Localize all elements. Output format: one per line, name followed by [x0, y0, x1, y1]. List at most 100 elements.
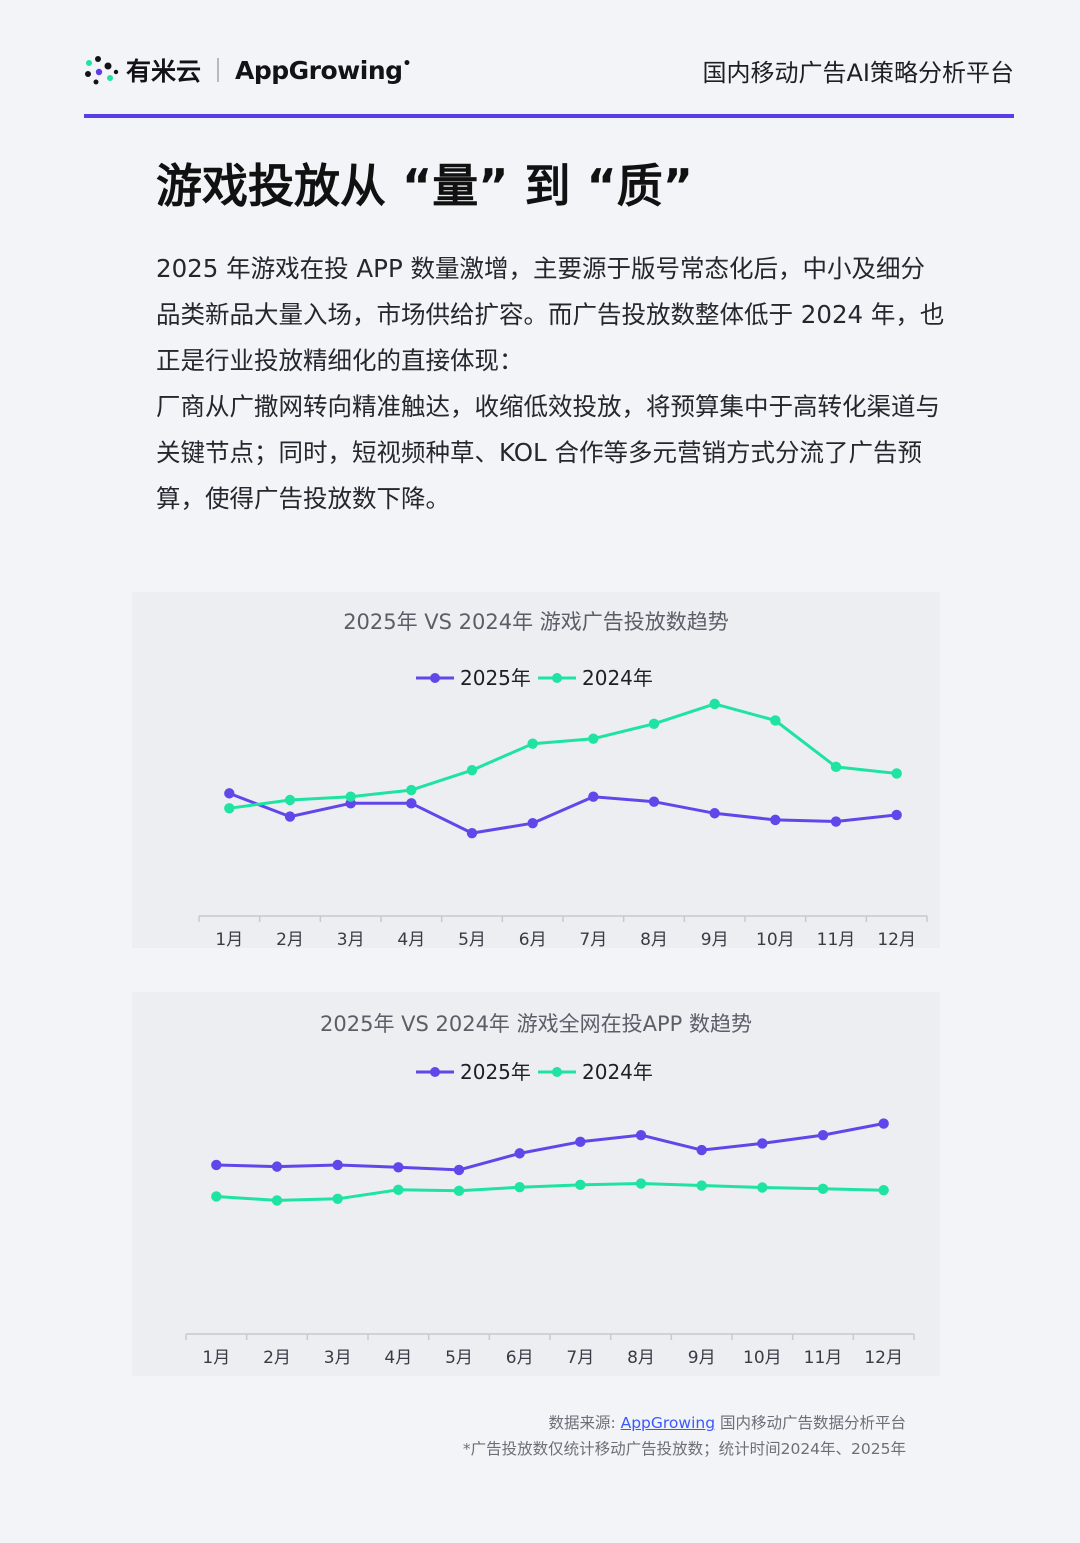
- chart2-series-line-2: [216, 1182, 884, 1202]
- chart1-x-tick-label: 4月: [397, 930, 425, 948]
- chart2-series-2-point[interactable]: [514, 1181, 525, 1193]
- chart2-series-2-point[interactable]: [332, 1193, 343, 1204]
- chart1-legend-marker-1: [430, 673, 440, 683]
- chart1-series-2-point[interactable]: [284, 794, 296, 806]
- chart1-series-2-point[interactable]: [709, 698, 720, 710]
- chart1-title: 2025年 VS 2024年 游戏广告投放数趋势: [343, 610, 729, 634]
- chart2-series-2-point[interactable]: [453, 1185, 465, 1197]
- chart2-series-line-1: [216, 1122, 884, 1172]
- chart2-series-1-point[interactable]: [211, 1159, 222, 1171]
- chart1-series-1-point[interactable]: [830, 816, 842, 827]
- chart1-series-1-point[interactable]: [709, 808, 720, 819]
- chart2-series-1-point[interactable]: [575, 1136, 586, 1147]
- chart-app-count-trend: 2025年 VS 2024年 游戏全网在投APP 数趋势 2025年 2024年 1月…: [132, 992, 940, 1376]
- platform-tagline: 国内移动广告AI策略分析平台: [702, 59, 1015, 87]
- brand-divider: [217, 58, 220, 82]
- chart2-series-1-point[interactable]: [696, 1144, 707, 1156]
- chart1-x-tick-label: 10月: [756, 930, 795, 948]
- chart-ad-count-trend: 2025年 VS 2024年 游戏广告投放数趋势 2025年 2024年 1月 2月 3月…: [132, 592, 940, 948]
- chart2-x-tick-label: 1月: [202, 1348, 230, 1368]
- chart2-series-2-point[interactable]: [757, 1182, 768, 1193]
- brand-mark-dot: •: [402, 55, 412, 72]
- data-source: 数据来源: AppGrowing 国内移动广告数据分析平台: [548, 1414, 906, 1432]
- chart1-legend-label-1[interactable]: 2025年: [460, 666, 531, 690]
- chart1-x-tick-label: 8月: [640, 930, 668, 948]
- chart1-series-1-point[interactable]: [527, 818, 538, 829]
- chart1-series-1-point[interactable]: [648, 796, 660, 807]
- chart2-series-2-point[interactable]: [575, 1179, 586, 1191]
- chart2-series-2-point[interactable]: [696, 1180, 707, 1191]
- chart1-x-tick-label: 12月: [877, 930, 916, 948]
- chart-ad-count-svg: 2025年 VS 2024年 游戏广告投放数趋势 2025年 2024年 1月 2月 3月…: [198, 610, 928, 948]
- chart2-x-tick-label: 7月: [566, 1348, 594, 1368]
- chart2-x-tick-label: 5月: [445, 1348, 473, 1368]
- chart2-series-1-point[interactable]: [635, 1129, 647, 1141]
- chart1-series-line-1: [228, 791, 897, 835]
- chart1-x-tick-label: 2月: [276, 930, 304, 948]
- chart2-x-tick-label: 12月: [864, 1348, 903, 1368]
- chart1-series-2-point[interactable]: [527, 738, 538, 749]
- chart2-series-2-point[interactable]: [878, 1184, 889, 1196]
- chart2-title: 2025年 VS 2024年 游戏全网在投APP 数趋势: [320, 1012, 752, 1036]
- chart2-series-1-point[interactable]: [514, 1148, 525, 1159]
- chart1-series-2-point[interactable]: [830, 761, 842, 773]
- chart1-x-tick-label: 11月: [817, 930, 856, 948]
- chart1-series-1-point[interactable]: [466, 827, 478, 839]
- chart2-series-2-point[interactable]: [817, 1183, 829, 1195]
- chart1-series-2-point[interactable]: [588, 733, 599, 744]
- chart1-x-tick-label: 5月: [458, 930, 486, 948]
- footer: 数据来源: AppGrowing 国内移动广告数据分析平台 *广告投放数仅统计移…: [463, 1410, 906, 1462]
- chart1-series-2-point[interactable]: [648, 718, 660, 729]
- chart1-series-1-point[interactable]: [770, 814, 781, 826]
- chart2-x-tick-label: 6月: [506, 1348, 534, 1368]
- chart1-x-tick-label: 9月: [701, 930, 729, 948]
- paragraph-1: 2025 年游戏在投 APP 数量激增，主要源于版号常态化后，中小及细分品类新品…: [156, 254, 945, 375]
- chart2-x-tick-label: 9月: [688, 1348, 716, 1368]
- chart2-legend-label-2[interactable]: 2024年: [582, 1060, 653, 1084]
- chart2-legend-marker-1: [430, 1067, 440, 1077]
- header: 有米云 AppGrowing• 国内移动广告AI策略分析平台: [84, 50, 1014, 90]
- chart1-series-1-point[interactable]: [588, 791, 599, 802]
- brand-name-cn: 有米云: [126, 57, 202, 86]
- chart1-series-1-point[interactable]: [224, 788, 235, 799]
- brand-name-en: AppGrowing•: [235, 55, 412, 85]
- chart1-series-2-point[interactable]: [466, 764, 478, 776]
- chart2-legend-label-1[interactable]: 2025年: [460, 1060, 531, 1084]
- chart2-series-1-point[interactable]: [878, 1118, 889, 1129]
- chart1-series-2-point[interactable]: [224, 803, 235, 814]
- chart2-series-1-point[interactable]: [332, 1159, 343, 1171]
- chart1-series-line-2: [229, 702, 897, 810]
- footnote: *广告投放数仅统计移动广告投放数；统计时间2024年、2025年: [462, 1440, 906, 1458]
- paragraph-2: 厂商从广撒网转向精准触达，收缩低效投放，将预算集中于高转化渠道与关键节点；同时，…: [156, 392, 940, 513]
- chart2-x-tick-label: 3月: [324, 1348, 352, 1368]
- chart1-x-tick-label: 6月: [519, 930, 547, 948]
- chart1-series-2-point[interactable]: [406, 784, 417, 796]
- chart1-series-1-point[interactable]: [284, 811, 296, 822]
- chart2-x-tick-label: 8月: [627, 1348, 655, 1368]
- chart1-legend-label-2[interactable]: 2024年: [582, 666, 653, 690]
- chart2-series-2-point[interactable]: [635, 1178, 647, 1189]
- chart2-series-1-point[interactable]: [757, 1138, 768, 1149]
- chart1-series-2-point[interactable]: [345, 791, 356, 802]
- chart1-series-1-point[interactable]: [406, 798, 417, 809]
- chart-app-count-svg: 2025年 VS 2024年 游戏全网在投APP 数趋势 2025年 2024年 1月…: [185, 1012, 915, 1368]
- chart1-x-tick-label: 7月: [579, 930, 607, 948]
- chart2-series-2-point[interactable]: [211, 1191, 222, 1202]
- chart1-series-2-point[interactable]: [770, 715, 781, 726]
- chart2-series-1-point[interactable]: [817, 1129, 829, 1141]
- youmi-logo-icon: [85, 56, 119, 85]
- page-title: 游戏投放从 “量” 到 “质”: [156, 159, 693, 213]
- chart1-x-tick-label: 1月: [215, 930, 243, 948]
- chart2-legend-marker-2: [552, 1067, 562, 1077]
- chart1-legend-marker-2: [552, 673, 562, 683]
- chart1-series-2-point[interactable]: [891, 768, 902, 779]
- source-link[interactable]: AppGrowing: [620, 1414, 716, 1432]
- chart2-series-2-point[interactable]: [393, 1184, 404, 1196]
- brand-logo[interactable]: 有米云 AppGrowing•: [84, 50, 412, 90]
- chart2-series-1-point[interactable]: [271, 1161, 283, 1172]
- chart1-series-1-point[interactable]: [891, 809, 902, 821]
- chart2-series-2-point[interactable]: [271, 1195, 283, 1206]
- chart2-series-1-point[interactable]: [393, 1162, 404, 1173]
- chart2-series-1-point[interactable]: [453, 1164, 465, 1176]
- chart1-x-tick-label: 3月: [337, 930, 365, 948]
